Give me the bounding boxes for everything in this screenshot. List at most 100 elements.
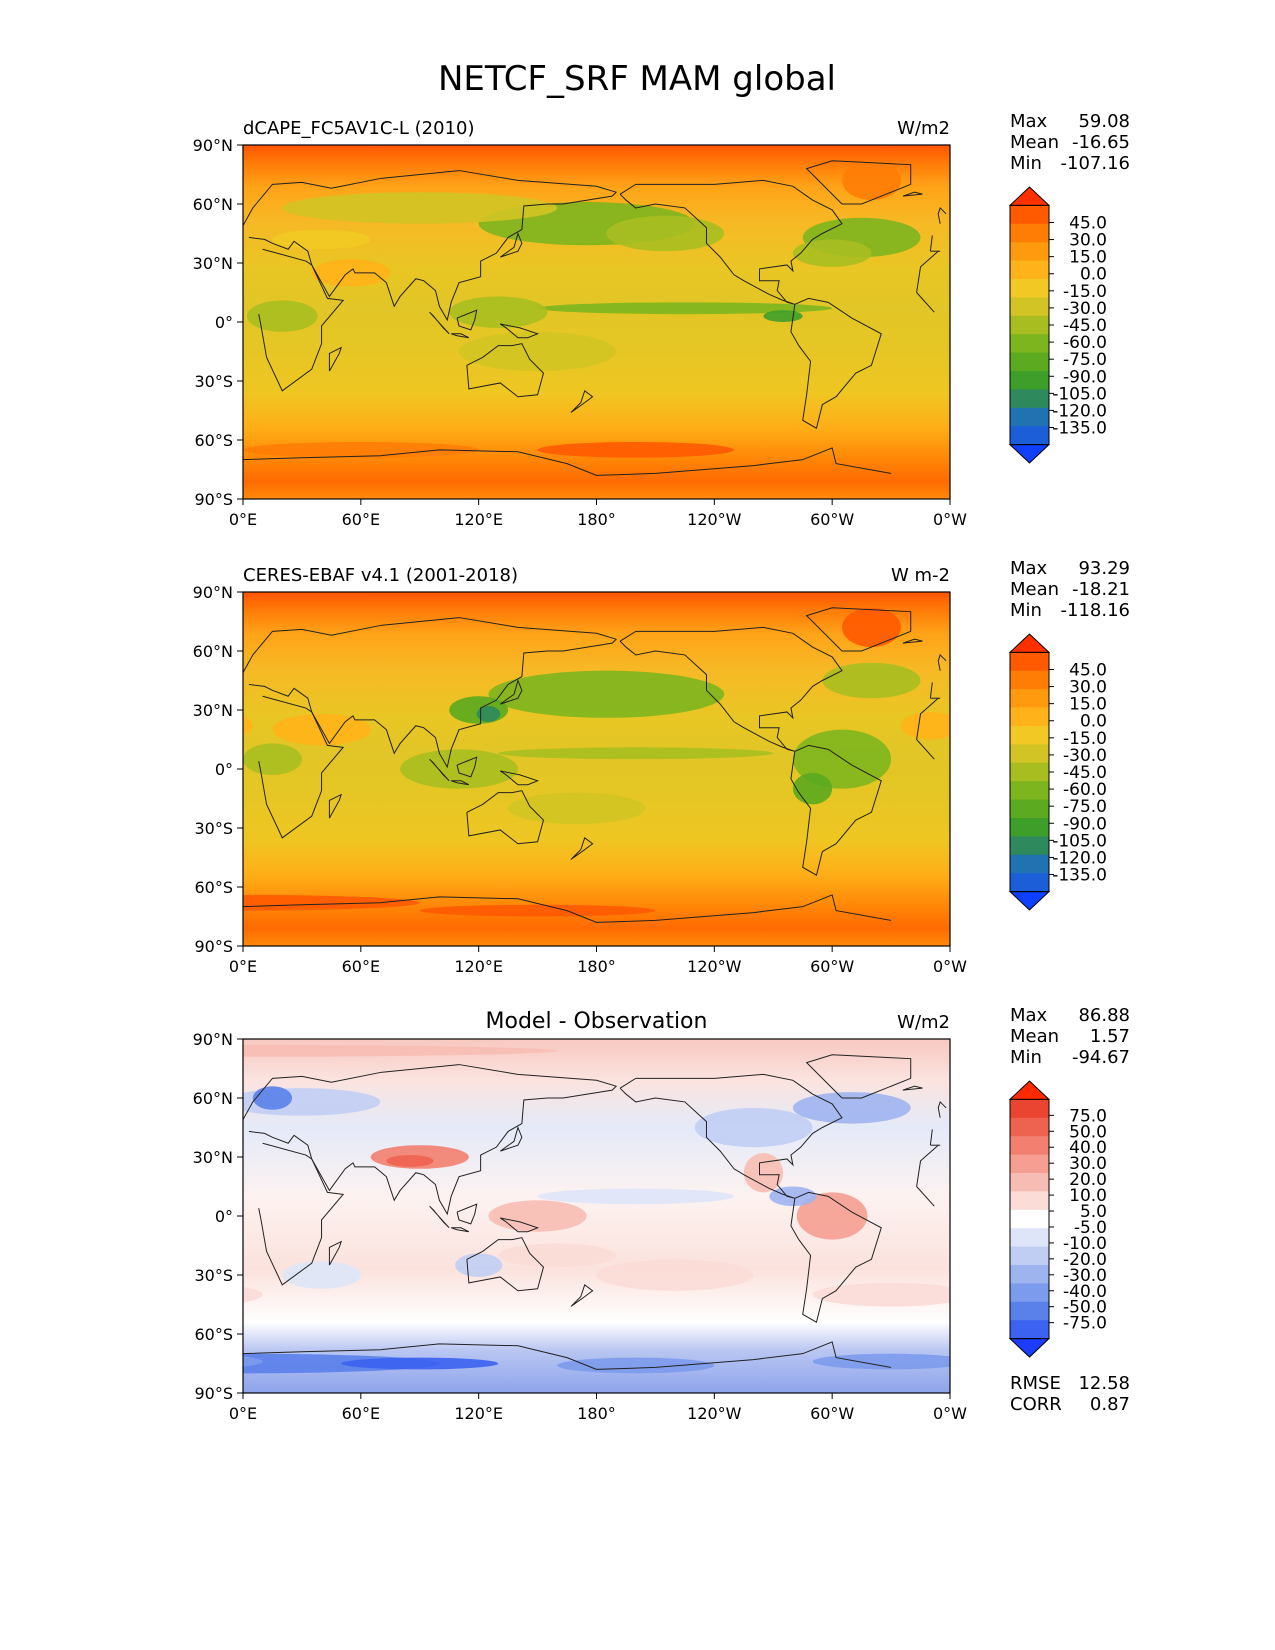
extra-stat-label: CORR bbox=[1010, 1394, 1062, 1415]
colorbar-tick-label: -120.0 bbox=[1052, 401, 1107, 421]
stat-value: -16.65 bbox=[1072, 132, 1130, 153]
colorbar-tick-label: -90.0 bbox=[1063, 814, 1107, 834]
colorbar-tick-label: 15.0 bbox=[1069, 248, 1107, 268]
colorbar-tick-label: -105.0 bbox=[1052, 831, 1107, 851]
coastline bbox=[499, 323, 540, 339]
stat-label: Mean bbox=[1010, 132, 1059, 153]
field-region bbox=[841, 160, 901, 201]
coastline bbox=[499, 678, 523, 705]
colorbar-segment bbox=[1010, 1136, 1049, 1156]
field-region bbox=[386, 1155, 434, 1167]
colorbar-extend-top bbox=[1008, 186, 1051, 206]
extra-stat-label: RMSE bbox=[1010, 1373, 1061, 1394]
colorbar-tick-label: 0.0 bbox=[1080, 712, 1107, 732]
colorbar-tick-label: -135.0 bbox=[1052, 419, 1107, 439]
coastline bbox=[790, 1191, 882, 1323]
coastline bbox=[328, 346, 343, 372]
coastline bbox=[499, 231, 523, 258]
field-region bbox=[488, 670, 725, 718]
coastline bbox=[805, 1054, 912, 1099]
x-tick-label: 120°W bbox=[687, 1404, 742, 1423]
coastline bbox=[596, 447, 892, 476]
colorbar-tick-label: -75.0 bbox=[1063, 1314, 1107, 1334]
stat-label: Mean bbox=[1010, 579, 1059, 600]
field-region bbox=[243, 1286, 263, 1303]
coastline bbox=[456, 1203, 478, 1225]
coastline bbox=[805, 160, 912, 205]
field-region bbox=[606, 215, 725, 252]
colorbar-segment bbox=[1010, 205, 1049, 225]
coastline bbox=[243, 896, 597, 923]
coastline bbox=[328, 793, 343, 819]
stat-label: Min bbox=[1010, 1047, 1042, 1068]
y-tick-label: 30°S bbox=[194, 372, 233, 391]
colorbar: 45.030.015.00.0-15.0-30.0-45.0-60.0-75.0… bbox=[1008, 186, 1107, 464]
field-region bbox=[743, 1153, 784, 1193]
colorbar-extend-bottom bbox=[1008, 1338, 1051, 1358]
colorbar-tick-label: -75.0 bbox=[1063, 797, 1107, 817]
field-region bbox=[537, 1188, 734, 1205]
colorbar-tick-label: -15.0 bbox=[1063, 282, 1107, 302]
colorbar-segment bbox=[1010, 1228, 1049, 1248]
colorbar-tick-label: -135.0 bbox=[1052, 866, 1107, 886]
field-region bbox=[792, 239, 872, 267]
x-tick-label: 120°E bbox=[454, 957, 503, 976]
extra-stat-value: 0.87 bbox=[1090, 1394, 1130, 1415]
panel-1: 0°E 60°E 120°E 180° 120°W 60°W 0°W 90°N 60°N 30°N… bbox=[193, 111, 1130, 529]
coastline bbox=[619, 1073, 843, 1199]
x-tick-label: 120°W bbox=[687, 510, 742, 529]
coastline bbox=[451, 780, 470, 786]
stat-value: -94.67 bbox=[1072, 1047, 1130, 1068]
colorbar-segment bbox=[1010, 389, 1049, 409]
field-region bbox=[341, 1357, 499, 1370]
colorbar-segment bbox=[1010, 1099, 1049, 1119]
colorbar-segment bbox=[1010, 279, 1049, 298]
coastline bbox=[429, 1205, 450, 1229]
field-region bbox=[459, 331, 617, 372]
coastline bbox=[451, 333, 470, 339]
x-tick-label: 60°W bbox=[810, 510, 854, 529]
x-tick-label: 0°W bbox=[933, 510, 967, 529]
field-region bbox=[812, 1353, 950, 1370]
field-region bbox=[498, 747, 774, 760]
field-region bbox=[455, 1253, 503, 1277]
x-tick-label: 180° bbox=[577, 1404, 616, 1423]
coastline bbox=[243, 170, 618, 322]
colorbar-segment bbox=[1010, 1117, 1049, 1137]
colorbar-segment bbox=[1010, 689, 1049, 709]
field-region bbox=[841, 607, 901, 648]
panel-center-title: Model - Observation bbox=[486, 1009, 708, 1034]
stat-label: Max bbox=[1010, 111, 1048, 132]
field-region bbox=[449, 296, 548, 328]
colorbar-extend-bottom bbox=[1008, 891, 1051, 911]
x-tick-label: 0°E bbox=[229, 1404, 257, 1423]
coastline bbox=[929, 682, 933, 699]
coastline bbox=[258, 248, 345, 392]
coastline bbox=[258, 695, 345, 839]
colorbar-tick-label: -60.0 bbox=[1063, 333, 1107, 353]
stat-value: 93.29 bbox=[1078, 558, 1130, 579]
y-tick-label: 90°S bbox=[194, 490, 233, 509]
panels: 0°E 60°E 120°E 180° 120°W 60°W 0°W 90°N 60°N 30°N… bbox=[193, 111, 1130, 1423]
field-region bbox=[282, 192, 558, 224]
y-tick-label: 90°N bbox=[193, 136, 233, 155]
coastline bbox=[596, 894, 892, 923]
panel-left-title: CERES-EBAF v4.1 (2001-2018) bbox=[243, 565, 518, 586]
y-tick-label: 90°S bbox=[194, 1384, 233, 1403]
colorbar-segment bbox=[1010, 223, 1049, 243]
colorbar-tick-label: -45.0 bbox=[1063, 763, 1107, 783]
colorbar-tick-label: -5.0 bbox=[1074, 1218, 1107, 1238]
colorbar-tick-label: -20.0 bbox=[1063, 1250, 1107, 1270]
x-tick-label: 60°W bbox=[810, 957, 854, 976]
colorbar-tick-label: -45.0 bbox=[1063, 316, 1107, 336]
y-tick-label: 30°S bbox=[194, 1266, 233, 1285]
y-tick-label: 90°N bbox=[193, 583, 233, 602]
stat-label: Min bbox=[1010, 600, 1042, 621]
coastline bbox=[243, 1343, 597, 1370]
field-region bbox=[792, 772, 833, 805]
colorbar-segment bbox=[1010, 1320, 1049, 1340]
colorbar-segment bbox=[1010, 873, 1049, 893]
colorbar-extend-bottom bbox=[1008, 444, 1051, 464]
y-tick-label: 90°S bbox=[194, 937, 233, 956]
colorbar-segment bbox=[1010, 1209, 1049, 1229]
